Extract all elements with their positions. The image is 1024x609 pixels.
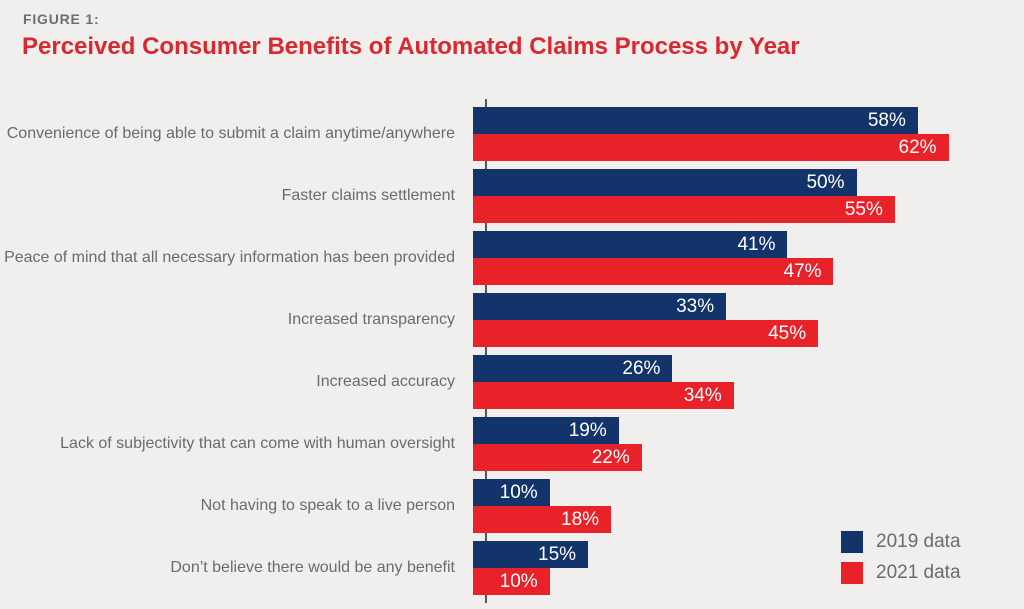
bar-2019: 26% bbox=[473, 355, 673, 382]
figure-label: FIGURE 1: bbox=[23, 11, 100, 27]
category-group: Peace of mind that all necessary informa… bbox=[0, 231, 1024, 285]
bar-2021: 22% bbox=[473, 444, 642, 471]
bar-2019: 19% bbox=[473, 417, 619, 444]
bar-value-2019: 19% bbox=[568, 419, 607, 441]
category-group: Not having to speak to a live person 10%… bbox=[0, 479, 1024, 533]
bar-value-2019: 58% bbox=[867, 109, 906, 131]
category-label: Peace of mind that all necessary informa… bbox=[4, 249, 455, 266]
bar-2019: 58% bbox=[473, 107, 918, 134]
bar-value-2021: 55% bbox=[844, 198, 883, 220]
category-label: Increased transparency bbox=[287, 311, 455, 328]
bar-2019: 41% bbox=[473, 231, 788, 258]
category-group: Convenience of being able to submit a cl… bbox=[0, 107, 1024, 161]
bar-value-2021: 62% bbox=[898, 136, 937, 158]
category-group: Increased accuracy 26% 34% bbox=[0, 355, 1024, 409]
category-bars: 19% 22% bbox=[471, 417, 1024, 471]
bar-value-2019: 26% bbox=[622, 357, 661, 379]
bar-2019: 15% bbox=[473, 541, 589, 568]
category-group: Increased transparency 33% 45% bbox=[0, 293, 1024, 347]
y-axis-line bbox=[485, 99, 487, 603]
bar-2019: 33% bbox=[473, 293, 727, 320]
bar-2021: 10% bbox=[473, 568, 550, 595]
bar-value-2021: 47% bbox=[783, 260, 822, 282]
bar-2021: 62% bbox=[473, 134, 949, 161]
category-bars: 26% 34% bbox=[471, 355, 1024, 409]
category-group: Don’t believe there would be any benefit… bbox=[0, 541, 1024, 595]
bar-value-2021: 18% bbox=[561, 508, 600, 530]
legend-label-2021: 2021 data bbox=[876, 562, 961, 583]
bar-2021: 45% bbox=[473, 320, 819, 347]
bar-value-2021: 10% bbox=[499, 570, 538, 592]
legend-swatch-2021-icon bbox=[841, 562, 863, 584]
bar-value-2019: 50% bbox=[806, 171, 845, 193]
bar-2019: 50% bbox=[473, 169, 857, 196]
legend-swatch-2019-icon bbox=[841, 531, 863, 553]
category-bars: 41% 47% bbox=[471, 231, 1024, 285]
category-bars: 33% 45% bbox=[471, 293, 1024, 347]
bar-value-2019: 10% bbox=[499, 481, 538, 503]
bar-value-2021: 45% bbox=[768, 322, 807, 344]
category-label: Lack of subjectivity that can come with … bbox=[60, 435, 455, 452]
bar-value-2021: 34% bbox=[683, 384, 722, 406]
legend-item-2019: 2019 data bbox=[841, 531, 961, 553]
bar-value-2019: 15% bbox=[538, 543, 577, 565]
category-bars: 50% 55% bbox=[471, 169, 1024, 223]
bar-2021: 47% bbox=[473, 258, 834, 285]
category-label: Convenience of being able to submit a cl… bbox=[6, 125, 455, 142]
category-label: Don’t believe there would be any benefit bbox=[170, 559, 455, 576]
legend: 2019 data 2021 data bbox=[841, 531, 961, 584]
chart-title: Perceived Consumer Benefits of Automated… bbox=[22, 33, 800, 60]
bar-value-2021: 22% bbox=[591, 446, 630, 468]
bar-2021: 18% bbox=[473, 506, 612, 533]
legend-item-2021: 2021 data bbox=[841, 562, 961, 584]
category-label: Not having to speak to a live person bbox=[200, 497, 455, 514]
category-group: Lack of subjectivity that can come with … bbox=[0, 417, 1024, 471]
bar-value-2019: 41% bbox=[737, 233, 776, 255]
category-bars: 15% 10% bbox=[471, 541, 1024, 595]
category-label: Increased accuracy bbox=[316, 373, 455, 390]
category-bars: 10% 18% bbox=[471, 479, 1024, 533]
bar-2021: 34% bbox=[473, 382, 734, 409]
bar-2019: 10% bbox=[473, 479, 550, 506]
bar-value-2019: 33% bbox=[676, 295, 715, 317]
legend-label-2019: 2019 data bbox=[876, 531, 961, 552]
bar-2021: 55% bbox=[473, 196, 895, 223]
category-bars: 58% 62% bbox=[471, 107, 1024, 161]
category-label: Faster claims settlement bbox=[281, 187, 455, 204]
category-group: Faster claims settlement 50% 55% bbox=[0, 169, 1024, 223]
bar-chart: Convenience of being able to submit a cl… bbox=[0, 107, 1024, 595]
